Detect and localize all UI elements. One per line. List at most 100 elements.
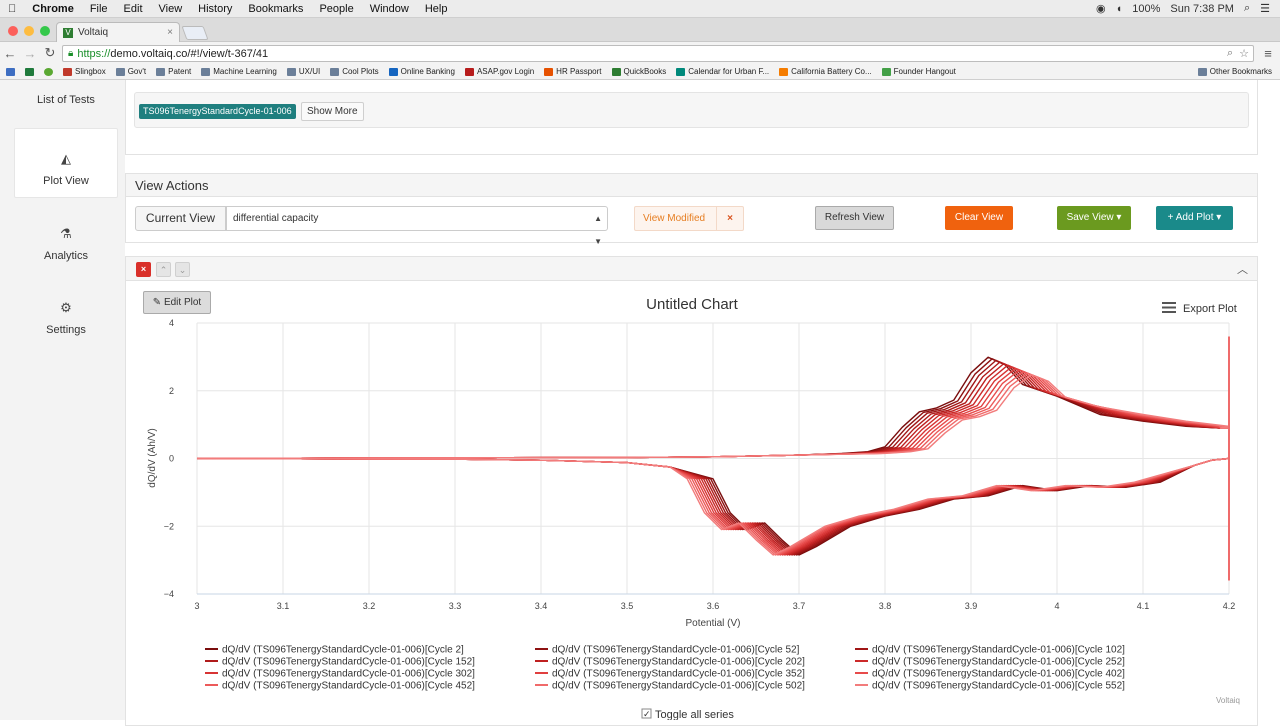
- evernote-icon[interactable]: [44, 67, 53, 76]
- bookmark-icon: [286, 67, 296, 76]
- show-more-button[interactable]: Show More: [301, 102, 364, 121]
- bookmark-item[interactable]: HR Passport: [544, 67, 602, 76]
- sidebar-item-label: Settings: [46, 324, 86, 336]
- bookmark-label: Online Banking: [400, 67, 455, 76]
- menu-people[interactable]: People: [311, 2, 353, 15]
- menu-view[interactable]: View: [150, 2, 183, 15]
- bookmark-icon: [63, 67, 72, 76]
- tab-bar: V Voltaiq ×: [0, 18, 1280, 42]
- tests-panel: TS096TenergyStandardCycle-01-006 Show Mo…: [125, 80, 1258, 155]
- bookmark-label: UX/UI: [298, 67, 321, 76]
- bookmark-label: QuickBooks: [623, 67, 667, 76]
- current-view-label: Current View: [135, 206, 226, 231]
- wifi-icon[interactable]: ◉: [1095, 3, 1106, 15]
- notifications-icon[interactable]: ☰: [1260, 3, 1270, 15]
- volume-icon[interactable]: ◖: [1115, 2, 1123, 15]
- bookmark-label: ASAP.gov Login: [476, 67, 535, 76]
- apple-menu-icon[interactable]: : [0, 3, 24, 15]
- new-tab-button[interactable]: [181, 26, 209, 40]
- selected-tests-box: TS096TenergyStandardCycle-01-006 Show Mo…: [134, 92, 1249, 128]
- collapse-icon[interactable]: ︿: [1237, 264, 1248, 276]
- edit-plot-label: Edit Plot: [163, 297, 202, 308]
- bookmark-item[interactable]: UX/UI: [286, 67, 321, 76]
- zoom-window-icon[interactable]: [40, 26, 50, 36]
- bookmark-icon: [156, 67, 166, 76]
- close-window-icon[interactable]: [8, 26, 18, 36]
- flask-icon: ⚗: [60, 226, 72, 241]
- bookmark-item[interactable]: Patent: [156, 67, 191, 76]
- sidebar-item-label: Plot View: [43, 175, 89, 187]
- sidebar-item-list-of-tests[interactable]: ▬ List of Tests: [14, 80, 118, 118]
- menu-app-name[interactable]: Chrome: [24, 2, 74, 15]
- bookmark-item[interactable]: Gov't: [115, 67, 146, 76]
- menu-file[interactable]: File: [81, 2, 108, 15]
- sidebar-item-settings[interactable]: ⚙ Settings: [14, 300, 118, 340]
- chrome-menu-icon[interactable]: ≡: [1264, 45, 1272, 61]
- bookmark-icon: [779, 67, 789, 76]
- browser-tab[interactable]: V Voltaiq ×: [56, 22, 180, 42]
- bookmark-item[interactable]: Cool Plots: [330, 67, 379, 76]
- edit-plot-button[interactable]: ✎ Edit Plot: [143, 291, 211, 314]
- mac-menubar:  Chrome File Edit View History Bookmark…: [0, 0, 1280, 18]
- voltaiq-favicon-icon: V: [63, 27, 73, 38]
- bookmark-item[interactable]: ASAP.gov Login: [464, 67, 535, 76]
- revert-view-icon[interactable]: ×: [716, 207, 743, 230]
- selected-test-badge[interactable]: TS096TenergyStandardCycle-01-006: [139, 104, 296, 119]
- bookmark-item[interactable]: Founder Hangout: [881, 67, 956, 76]
- move-down-icon[interactable]: ⌄: [175, 262, 190, 277]
- clock[interactable]: Sun 7:38 PM: [1170, 2, 1234, 15]
- bookmark-item[interactable]: Online Banking: [388, 67, 455, 76]
- bookmark-icon: [388, 67, 398, 76]
- bookmark-item[interactable]: Slingbox: [63, 67, 106, 76]
- current-view-value: differential capacity: [233, 213, 319, 224]
- main-content: TS096TenergyStandardCycle-01-006 Show Mo…: [125, 80, 1280, 726]
- reload-icon[interactable]: ↻: [44, 45, 56, 60]
- bookmark-label: Slingbox: [75, 67, 106, 76]
- excel-icon[interactable]: [25, 67, 34, 76]
- forward-icon[interactable]: →: [23, 45, 37, 61]
- folder-icon: [1197, 67, 1207, 76]
- url-field[interactable]: 🔒︎ https:// demo.voltaiq.co/#!/view/t-36…: [62, 45, 1254, 62]
- bookmark-item[interactable]: Calendar for Urban F...: [676, 67, 769, 76]
- spotlight-icon[interactable]: ⌕: [1243, 2, 1251, 14]
- url-scheme: https://: [77, 47, 111, 60]
- apps-icon[interactable]: [6, 67, 15, 76]
- remove-plot-icon[interactable]: ×: [136, 262, 151, 277]
- menu-help[interactable]: Help: [416, 2, 448, 15]
- plot-panel-header: × ⌃ ⌄ ︿: [126, 257, 1257, 281]
- bookmark-icon: [611, 67, 621, 76]
- bookmark-item[interactable]: Machine Learning: [201, 67, 277, 76]
- menu-history[interactable]: History: [189, 2, 232, 15]
- sidebar: ▬ List of Tests ◭ Plot View ⚗ Analytics …: [0, 80, 125, 720]
- bookmark-item[interactable]: QuickBooks: [611, 67, 667, 76]
- zoom-icon[interactable]: ⌕: [1226, 47, 1234, 59]
- move-up-icon[interactable]: ⌃: [156, 262, 171, 277]
- minimize-window-icon[interactable]: [24, 26, 34, 36]
- url-path: demo.voltaiq.co/#!/view/t-367/41: [110, 47, 269, 60]
- bookmark-item[interactable]: California Battery Co...: [779, 67, 872, 76]
- sidebar-item-label: Analytics: [43, 250, 89, 262]
- bookmark-label: Founder Hangout: [893, 67, 956, 76]
- clear-view-button[interactable]: Clear View: [945, 206, 1013, 230]
- bookmark-icon: [881, 67, 891, 76]
- save-view-button[interactable]: Save View ▾: [1057, 206, 1131, 230]
- add-plot-button[interactable]: + Add Plot ▾: [1156, 206, 1233, 230]
- menu-bookmarks[interactable]: Bookmarks: [240, 2, 303, 15]
- bookmark-label: HR Passport: [556, 67, 602, 76]
- gears-icon: ⚙: [60, 300, 72, 315]
- menu-window[interactable]: Window: [361, 2, 409, 15]
- sidebar-item-plot-view[interactable]: ◭ Plot View: [14, 128, 118, 198]
- bookmark-icon: [115, 67, 125, 76]
- other-bookmarks[interactable]: Other Bookmarks: [1197, 67, 1272, 76]
- address-bar-row: ← → ↻ 🔒︎ https:// demo.voltaiq.co/#!/vie…: [0, 42, 1280, 64]
- view-actions-panel: View Actions Current View differential c…: [125, 173, 1258, 246]
- back-icon[interactable]: ←: [3, 45, 17, 61]
- menu-edit[interactable]: Edit: [115, 2, 143, 15]
- bookmark-star-icon[interactable]: ☆: [1239, 48, 1249, 60]
- bookmark-icon: [330, 67, 340, 76]
- sidebar-item-analytics[interactable]: ⚗ Analytics: [14, 226, 118, 266]
- close-tab-icon[interactable]: ×: [167, 27, 173, 38]
- current-view-select[interactable]: differential capacity ▲ ▼: [226, 206, 608, 246]
- battery-percent[interactable]: 100%: [1132, 2, 1161, 15]
- refresh-view-button[interactable]: Refresh View: [815, 206, 894, 230]
